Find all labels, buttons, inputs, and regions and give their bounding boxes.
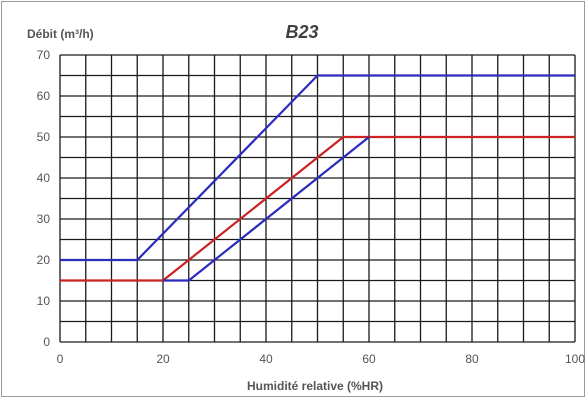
series-line-3 (188, 136, 370, 282)
y-tick-label: 50 (37, 130, 51, 144)
y-tick-label: 0 (43, 335, 50, 349)
x-tick-label: 60 (362, 352, 376, 366)
x-tick-label: 80 (465, 352, 479, 366)
y-tick-label: 40 (37, 171, 51, 185)
chart-title: B23 (285, 22, 318, 42)
y-tick-label: 70 (37, 48, 51, 62)
grid (59, 54, 576, 343)
y-tick-label: 20 (37, 253, 51, 267)
x-axis-title: Humidité relative (%HR) (247, 379, 383, 393)
y-tick-label: 30 (37, 212, 51, 226)
y-axis-title: Débit (m³/h) (27, 27, 94, 41)
x-tick-label: 20 (156, 352, 170, 366)
y-tick-label: 60 (37, 89, 51, 103)
x-tick-label: 0 (57, 352, 64, 366)
tick-labels: 0 20 40 60 80 100 0 10 20 30 40 50 60 70 (37, 48, 586, 366)
series-layer (60, 74, 575, 282)
series-line-2 (60, 135, 575, 282)
y-tick-label: 10 (37, 294, 51, 308)
x-tick-label: 40 (259, 352, 273, 366)
series-line-1 (60, 74, 575, 262)
x-tick-label: 100 (565, 352, 585, 366)
